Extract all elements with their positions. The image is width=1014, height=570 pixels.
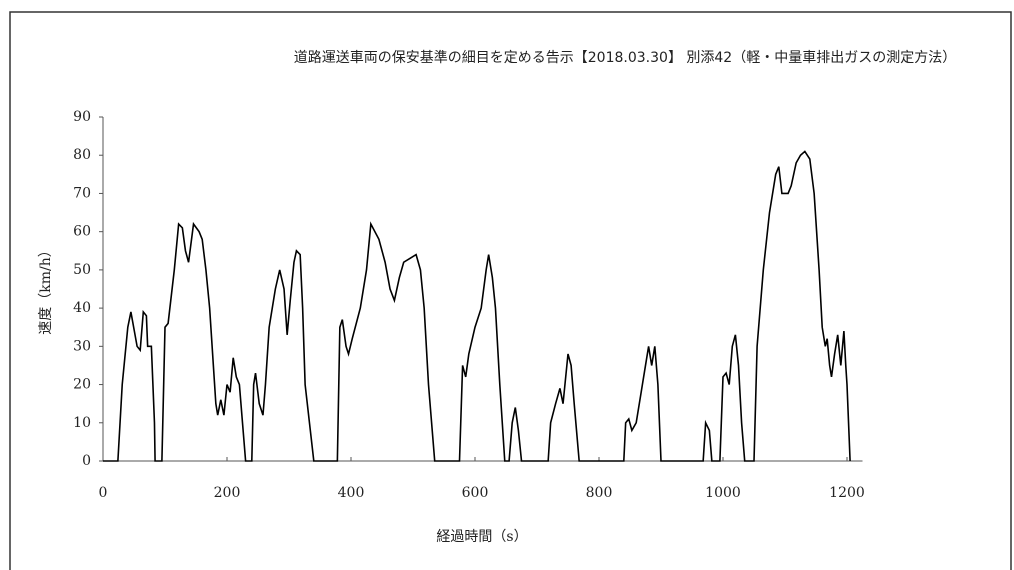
x-tick-label: 0 [99,485,108,501]
x-axis-label: 経過時間（s） [436,529,527,545]
x-tick-label: 800 [586,485,613,501]
x-tick-label: 400 [338,485,365,501]
x-tick-label: 200 [214,485,241,501]
y-tick-label: 50 [73,262,91,278]
x-tick-label: 600 [462,485,489,501]
y-tick-label: 80 [73,147,91,163]
y-tick-label: 90 [73,109,91,125]
y-tick-label: 30 [73,338,91,354]
y-tick-label: 20 [73,377,91,393]
y-axis-label: 速度（km/h） [38,243,54,335]
y-tick-label: 60 [73,224,91,240]
speed-line [103,150,851,462]
y-tick-label: 40 [73,300,91,316]
y-tick-label: 10 [73,415,91,431]
frame [9,11,1012,570]
chart-title: 道路運送車両の保安基準の細目を定める告示【2018.03.30】 別添42（軽・… [294,49,956,66]
x-tick-label: 1200 [829,485,865,501]
y-tick-label: 0 [82,453,91,469]
y-tick-label: 70 [73,185,91,201]
x-tick-label: 1000 [705,485,741,501]
